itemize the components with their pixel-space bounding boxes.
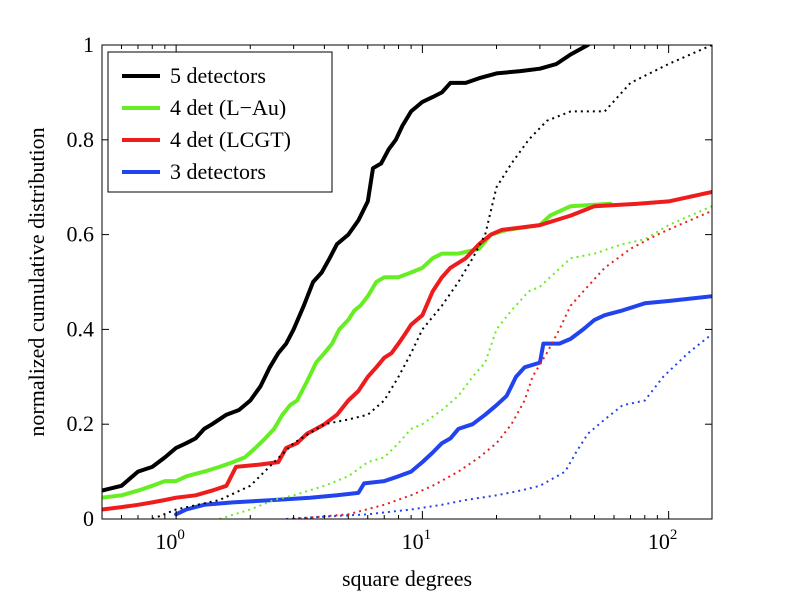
series-line-1	[102, 201, 613, 500]
legend-label: 3 detectors	[170, 159, 266, 184]
x-tick-label-exponent: 2	[670, 527, 678, 543]
x-axis-label: square degrees	[342, 566, 472, 591]
x-tick-label: 101	[402, 527, 432, 554]
legend-label: 4 det (L−Au)	[170, 95, 286, 120]
x-tick-label: 100	[155, 527, 185, 554]
x-tick-label-base: 10	[402, 529, 424, 554]
series-line-5-dotted	[219, 205, 712, 519]
series-line-7-dotted	[286, 333, 712, 519]
y-axis-ticks: 0 0.2 0.4 0.6 0.8 1	[67, 32, 712, 531]
legend-label: 4 det (LCGT)	[170, 127, 291, 152]
x-tick-label-base: 10	[155, 529, 177, 554]
y-tick-label: 0.2	[67, 411, 95, 436]
y-tick-label: 1	[83, 32, 94, 57]
x-tick-label: 102	[648, 527, 678, 554]
x-tick-label-base: 10	[648, 529, 670, 554]
x-tick-label-exponent: 1	[424, 527, 432, 543]
series-line-3	[174, 294, 712, 517]
y-tick-label: 0	[83, 506, 94, 531]
x-tick-label-exponent: 0	[177, 527, 185, 543]
series-line-2	[102, 189, 712, 512]
plot-frame	[101, 44, 713, 520]
y-tick-label: 0.4	[67, 316, 95, 341]
legend: 5 detectors 4 det (L−Au) 4 det (LCGT) 3 det…	[107, 51, 333, 193]
y-tick-label: 0.6	[67, 222, 95, 247]
legend-label: 5 detectors	[170, 63, 266, 88]
series-layer	[102, 45, 712, 519]
y-axis-label: normalized cumulative distribution	[24, 127, 49, 436]
x-axis-ticks: 100 101 102	[101, 45, 678, 554]
series-line-0	[102, 45, 590, 493]
y-tick-label: 0.8	[67, 127, 95, 152]
